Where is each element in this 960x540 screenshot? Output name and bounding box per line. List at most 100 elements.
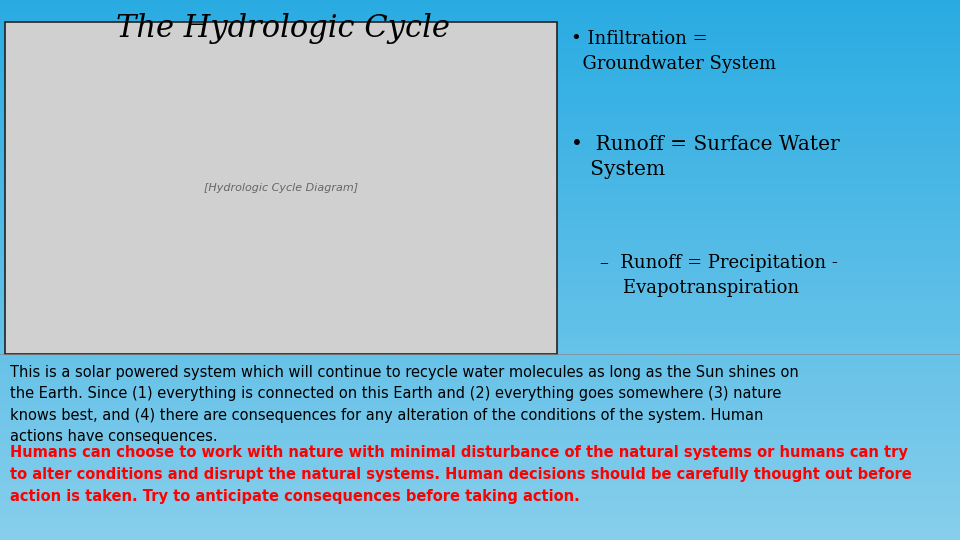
Bar xyxy=(0,421,960,424)
Bar xyxy=(0,491,960,494)
Bar xyxy=(0,319,960,321)
Bar xyxy=(0,14,960,16)
Bar xyxy=(0,108,960,111)
Bar xyxy=(0,475,960,478)
Bar xyxy=(0,278,960,281)
Bar xyxy=(0,292,960,294)
Bar xyxy=(0,305,960,308)
Bar xyxy=(0,394,960,397)
Bar xyxy=(0,440,960,443)
Bar xyxy=(0,535,960,537)
Bar xyxy=(0,402,960,405)
Bar xyxy=(0,81,960,84)
Bar xyxy=(5,22,557,354)
Bar xyxy=(0,138,960,140)
Bar xyxy=(0,246,960,248)
Bar xyxy=(0,97,960,100)
Bar xyxy=(0,11,960,14)
Bar xyxy=(0,132,960,135)
Bar xyxy=(0,184,960,186)
Bar xyxy=(0,94,960,97)
Bar xyxy=(0,289,960,292)
Bar xyxy=(0,472,960,475)
Bar xyxy=(0,378,960,381)
Bar xyxy=(0,486,960,489)
Bar xyxy=(0,238,960,240)
Bar xyxy=(0,111,960,113)
Bar xyxy=(0,518,960,521)
Bar xyxy=(0,192,960,194)
Bar xyxy=(0,302,960,305)
Bar xyxy=(0,505,960,508)
Bar xyxy=(0,400,960,402)
Bar xyxy=(0,359,960,362)
Text: –  Runoff = Precipitation -
    Evapotranspiration: – Runoff = Precipitation - Evapotranspir… xyxy=(600,254,838,297)
Bar xyxy=(0,24,960,27)
Bar xyxy=(0,313,960,316)
Bar xyxy=(0,351,960,354)
Bar xyxy=(0,127,960,130)
Bar xyxy=(0,256,960,259)
Bar xyxy=(0,148,960,151)
Bar xyxy=(0,35,960,38)
Bar xyxy=(0,251,960,254)
Bar xyxy=(0,176,960,178)
Bar xyxy=(0,432,960,435)
Bar xyxy=(0,354,960,356)
Bar xyxy=(0,181,960,184)
Bar xyxy=(0,321,960,324)
Bar xyxy=(0,281,960,284)
Bar xyxy=(0,294,960,297)
Text: The Hydrologic Cycle: The Hydrologic Cycle xyxy=(116,14,450,44)
Bar xyxy=(0,470,960,472)
Bar xyxy=(0,32,960,35)
Bar xyxy=(0,243,960,246)
Bar xyxy=(0,78,960,81)
Bar xyxy=(0,157,960,159)
Bar xyxy=(0,265,960,267)
Bar xyxy=(0,0,960,3)
Bar xyxy=(0,348,960,351)
Bar xyxy=(0,405,960,408)
Bar xyxy=(0,284,960,286)
Bar xyxy=(0,462,960,464)
Bar xyxy=(0,173,960,176)
Bar xyxy=(0,62,960,65)
Bar xyxy=(0,343,960,346)
Bar xyxy=(0,40,960,43)
Bar xyxy=(0,22,960,24)
Bar xyxy=(0,154,960,157)
Bar xyxy=(0,335,960,338)
Bar xyxy=(0,524,960,526)
Bar xyxy=(0,135,960,138)
Bar xyxy=(0,232,960,235)
Bar xyxy=(0,329,960,332)
Bar xyxy=(0,240,960,243)
Bar xyxy=(0,451,960,454)
Bar xyxy=(0,57,960,59)
Bar xyxy=(0,43,960,46)
Bar xyxy=(0,113,960,116)
Bar xyxy=(0,151,960,154)
Text: Humans can choose to work with nature with minimal disturbance of the natural sy: Humans can choose to work with nature wi… xyxy=(10,446,911,504)
Bar xyxy=(0,332,960,335)
Bar xyxy=(0,275,960,278)
Bar xyxy=(0,170,960,173)
Bar xyxy=(0,8,960,11)
Bar xyxy=(0,516,960,518)
Bar xyxy=(0,364,960,367)
Text: [Hydrologic Cycle Diagram]: [Hydrologic Cycle Diagram] xyxy=(204,183,358,193)
Bar xyxy=(0,389,960,392)
Bar xyxy=(0,497,960,500)
Bar xyxy=(0,446,960,448)
Bar xyxy=(0,200,960,202)
Bar xyxy=(0,381,960,383)
Bar xyxy=(0,513,960,516)
Bar xyxy=(0,3,960,5)
Bar xyxy=(0,427,960,429)
Bar xyxy=(0,159,960,162)
Bar xyxy=(0,521,960,524)
Bar xyxy=(0,230,960,232)
Bar xyxy=(0,529,960,532)
Bar xyxy=(0,19,960,22)
